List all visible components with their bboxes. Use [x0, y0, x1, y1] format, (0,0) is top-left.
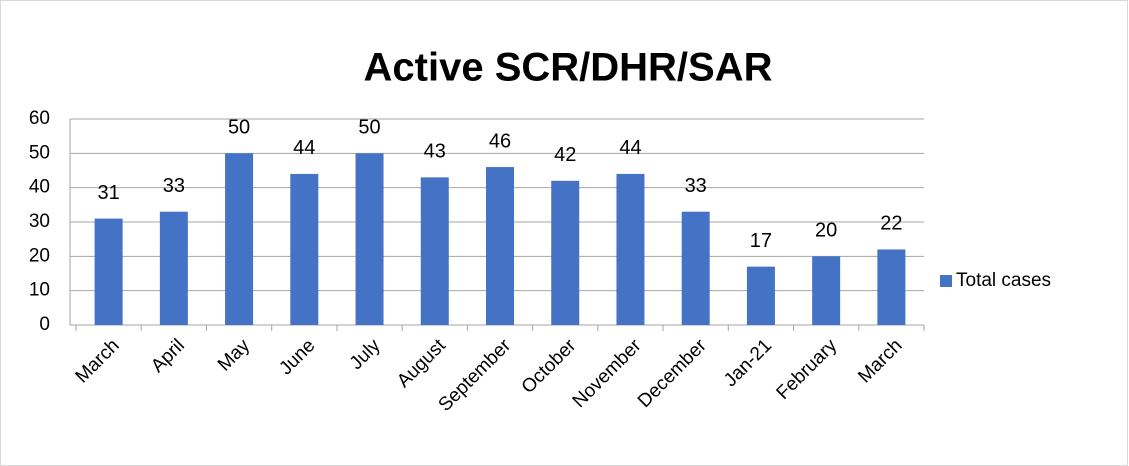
- data-label: 33: [685, 175, 707, 197]
- data-label: 44: [293, 137, 315, 159]
- bar: [486, 167, 514, 325]
- bar: [290, 173, 319, 325]
- data-label: 50: [358, 117, 380, 139]
- chart-title: Active SCR/DHR/SAR: [364, 46, 773, 90]
- y-tick-label: 30: [29, 211, 50, 232]
- legend-label: Total cases: [956, 270, 1051, 291]
- data-label: 17: [750, 230, 772, 252]
- legend-swatch: [940, 275, 952, 287]
- y-tick-label: 0: [39, 314, 50, 335]
- data-label: 42: [554, 144, 576, 166]
- y-tick-label: 10: [29, 280, 50, 301]
- y-tick-label: 40: [29, 177, 50, 198]
- bar: [159, 211, 188, 325]
- bar: [877, 249, 906, 325]
- data-label: 20: [815, 220, 837, 242]
- bar: [420, 177, 449, 325]
- data-label: 43: [424, 141, 446, 163]
- bar: [355, 153, 384, 325]
- bar: [551, 180, 580, 325]
- y-tick-label: 20: [29, 245, 50, 266]
- data-label: 33: [163, 175, 185, 197]
- bar: [616, 173, 645, 325]
- bar: [812, 256, 841, 325]
- y-tick-label: 60: [29, 108, 50, 129]
- data-label: 44: [619, 137, 641, 159]
- data-label: 31: [97, 182, 119, 204]
- bar: [746, 266, 775, 325]
- data-label: 22: [880, 213, 902, 235]
- data-label: 46: [489, 130, 511, 152]
- bar: [681, 211, 710, 325]
- data-label: 50: [228, 117, 250, 139]
- bar: [225, 153, 254, 325]
- bar: [94, 218, 123, 325]
- y-tick-label: 50: [29, 142, 50, 163]
